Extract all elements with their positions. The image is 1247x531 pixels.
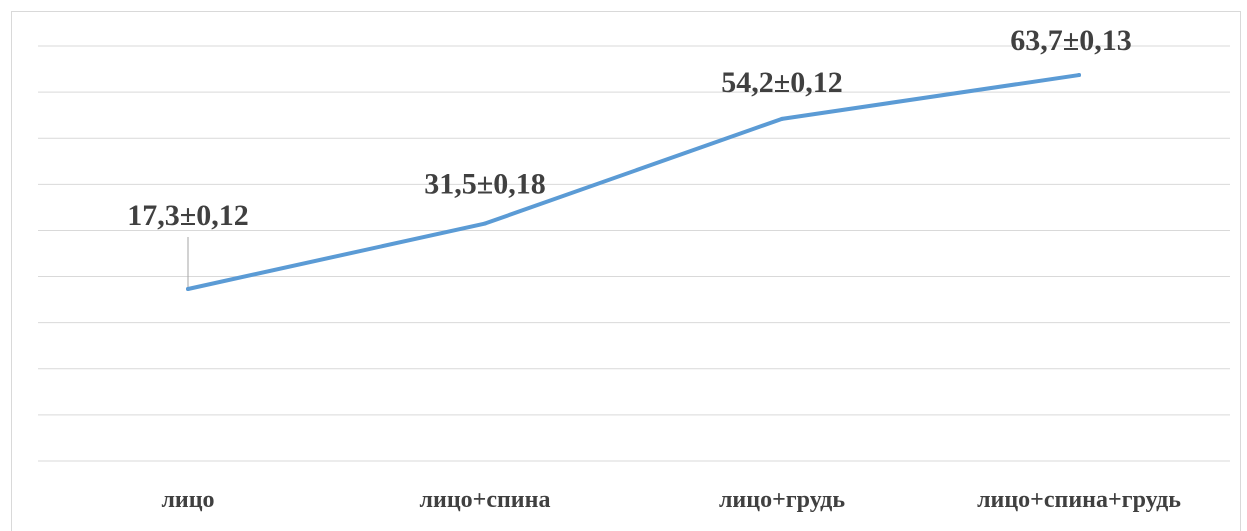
data-label: 17,3±0,12 [127,199,248,232]
category-label: лицо [161,487,214,513]
chart-area [11,11,1241,531]
data-point [780,116,784,121]
data-point [483,221,487,226]
category-label: лицо+грудь [719,487,845,513]
data-points [186,73,1081,292]
data-label: 63,7±0,13 [1010,24,1131,57]
data-labels: 17,3±0,12 31,5±0,18 54,2±0,12 63,7±0,13 [127,24,1131,232]
data-point [186,287,190,292]
category-labels: лицо лицо+спина лицо+грудь лицо+спина+грудь [161,487,1181,513]
series-line [186,73,1081,292]
data-label: 54,2±0,12 [721,66,842,99]
data-point [1077,73,1081,78]
gridlines [38,45,1230,462]
category-label: лицо+спина [420,487,551,513]
category-label: лицо+спина+грудь [977,487,1181,513]
data-label: 31,5±0,18 [424,168,545,201]
